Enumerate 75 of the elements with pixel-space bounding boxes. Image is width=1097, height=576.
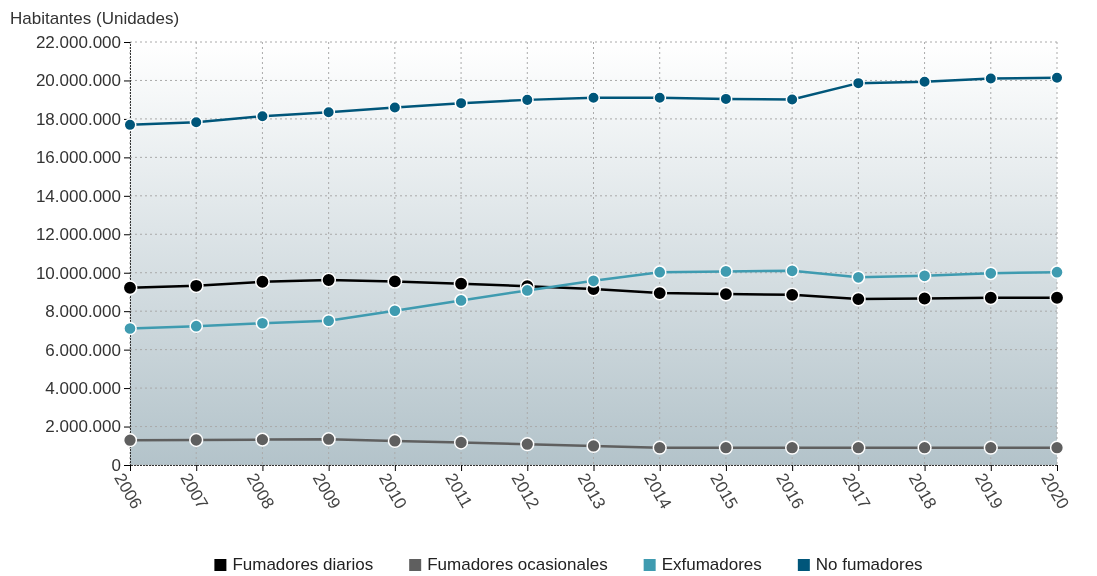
point bbox=[388, 101, 402, 115]
point bbox=[255, 274, 270, 290]
point bbox=[983, 440, 998, 455]
point bbox=[255, 432, 270, 447]
point bbox=[123, 118, 137, 132]
point bbox=[917, 291, 932, 306]
point bbox=[652, 440, 667, 455]
point bbox=[587, 91, 600, 105]
point bbox=[188, 278, 204, 294]
point bbox=[321, 313, 336, 328]
point bbox=[189, 432, 204, 448]
point bbox=[785, 263, 799, 278]
point bbox=[850, 291, 866, 307]
y-axis-title: Habitantes (Unidades) bbox=[10, 9, 180, 28]
point bbox=[520, 283, 535, 298]
y-tick-label: 20.000.000 bbox=[35, 71, 121, 91]
point bbox=[719, 264, 733, 279]
point bbox=[453, 435, 469, 450]
point bbox=[984, 72, 998, 86]
point bbox=[322, 105, 336, 119]
y-tick-label: 14.000.000 bbox=[35, 186, 121, 206]
y-tick-label: 22.000.000 bbox=[35, 32, 121, 52]
point bbox=[851, 270, 866, 285]
point bbox=[122, 433, 138, 448]
point bbox=[917, 268, 932, 283]
point bbox=[586, 273, 601, 288]
point bbox=[718, 286, 734, 302]
point bbox=[785, 93, 799, 106]
point bbox=[387, 273, 403, 289]
point bbox=[586, 438, 601, 454]
point bbox=[255, 109, 269, 123]
y-tick-label: 16.000.000 bbox=[35, 148, 121, 168]
legend-label: Fumadores diarios bbox=[232, 555, 374, 574]
point bbox=[1049, 290, 1065, 306]
y-tick-label: 6.000.000 bbox=[45, 340, 121, 360]
legend-label: No fumadores bbox=[815, 555, 923, 574]
point bbox=[122, 280, 138, 296]
point bbox=[851, 76, 865, 90]
point bbox=[983, 266, 998, 281]
point bbox=[189, 319, 204, 333]
point bbox=[388, 303, 402, 318]
point bbox=[1050, 71, 1064, 85]
point bbox=[453, 276, 469, 292]
point bbox=[653, 91, 667, 105]
y-tick-label: 12.000.000 bbox=[35, 225, 121, 245]
point bbox=[520, 437, 535, 452]
y-tick-label: 18.000.000 bbox=[35, 109, 121, 129]
point bbox=[520, 93, 534, 107]
point bbox=[1050, 265, 1064, 279]
legend-label: Fumadores ocasionales bbox=[427, 555, 608, 574]
y-tick-label: 2.000.000 bbox=[45, 417, 121, 437]
point bbox=[718, 440, 734, 455]
point bbox=[719, 92, 733, 106]
legend-label: Exfumadores bbox=[661, 555, 762, 574]
point bbox=[785, 440, 800, 455]
y-tick-label: 4.000.000 bbox=[45, 379, 121, 399]
point bbox=[1049, 440, 1065, 455]
point bbox=[387, 433, 402, 449]
point bbox=[917, 440, 932, 455]
point bbox=[652, 265, 667, 279]
y-tick-label: 10.000.000 bbox=[35, 263, 121, 283]
point bbox=[784, 287, 800, 303]
point bbox=[851, 440, 866, 455]
point bbox=[918, 75, 932, 89]
point bbox=[454, 293, 468, 308]
point bbox=[983, 290, 999, 306]
y-tick-label: 8.000.000 bbox=[45, 302, 121, 322]
point bbox=[321, 432, 336, 447]
point bbox=[255, 316, 270, 331]
point bbox=[454, 96, 468, 110]
point bbox=[652, 285, 668, 301]
point bbox=[321, 272, 337, 288]
point bbox=[123, 321, 137, 336]
y-tick-label: 0 bbox=[111, 455, 121, 475]
point bbox=[189, 115, 203, 129]
